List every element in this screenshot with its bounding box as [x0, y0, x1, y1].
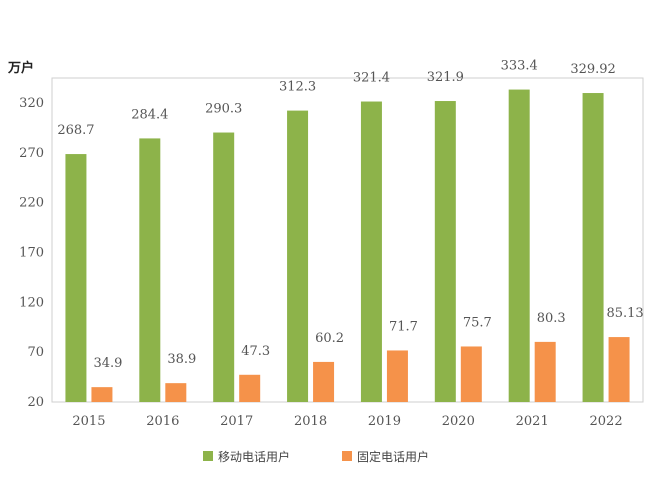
- data-label: 71.7: [389, 319, 418, 334]
- mobile-bar: [434, 101, 456, 402]
- x-tick-label: 2018: [294, 414, 327, 429]
- data-label: 284.4: [131, 107, 168, 122]
- legend-swatch-fixed-line: [342, 451, 352, 461]
- mobile-bar: [508, 89, 530, 403]
- data-label: 75.7: [463, 315, 492, 330]
- mobile-bar: [287, 110, 309, 402]
- y-tick-label: 120: [19, 295, 44, 310]
- y-axis-unit-label: 万户: [7, 60, 34, 76]
- data-label: 312.3: [279, 80, 316, 95]
- mobile-bar: [65, 154, 87, 402]
- fixed-line-bar: [534, 341, 556, 402]
- y-tick-label: 320: [19, 96, 44, 111]
- plot-frame: [51, 77, 644, 403]
- y-tick-label: 170: [19, 245, 44, 260]
- legend-label-fixed-line: 固定电话用户: [357, 449, 429, 464]
- plot-area: 20 70 120 170 220 270 320 2015 268.7 34.9 2016 284.…: [19, 59, 644, 429]
- fixed-line-bar: [239, 374, 261, 402]
- fixed-line-bar: [91, 387, 113, 402]
- mobile-bar: [139, 138, 161, 402]
- data-label: 85.13: [606, 306, 643, 321]
- fixed-line-bar: [165, 383, 187, 402]
- y-tick-label: 270: [19, 146, 44, 161]
- fixed-line-bar: [313, 361, 335, 402]
- data-label: 321.4: [353, 71, 390, 86]
- legend: 移动电话用户 固定电话用户: [203, 449, 429, 464]
- data-label: 329.92: [570, 62, 616, 77]
- data-label: 60.2: [315, 331, 344, 346]
- data-label: 290.3: [205, 102, 242, 117]
- y-tick-label: 20: [27, 395, 44, 410]
- mobile-bar: [582, 93, 604, 402]
- legend-swatch-mobile: [203, 451, 213, 461]
- x-tick-label: 2019: [368, 414, 401, 429]
- mobile-bar: [360, 101, 382, 403]
- x-tick-label: 2016: [146, 414, 179, 429]
- fixed-line-bar: [608, 337, 630, 402]
- x-tick-label: 2015: [72, 414, 105, 429]
- y-tick-label: 220: [19, 196, 44, 211]
- mobile-bar: [213, 132, 235, 403]
- data-label: 38.9: [167, 352, 196, 367]
- data-label: 34.9: [93, 356, 122, 371]
- x-tick-label: 2022: [590, 414, 623, 429]
- data-label: 333.4: [501, 59, 538, 74]
- x-tick-label: 2017: [220, 414, 253, 429]
- fixed-line-bar: [460, 346, 482, 402]
- legend-label-mobile: 移动电话用户: [218, 449, 290, 464]
- x-tick-label: 2021: [516, 414, 549, 429]
- fixed-line-bar: [386, 350, 408, 402]
- y-tick-label: 70: [27, 345, 44, 360]
- data-label: 321.9: [427, 70, 464, 85]
- data-label: 268.7: [57, 123, 94, 138]
- data-label: 80.3: [537, 311, 566, 326]
- x-tick-label: 2020: [442, 414, 475, 429]
- data-label: 47.3: [241, 344, 270, 359]
